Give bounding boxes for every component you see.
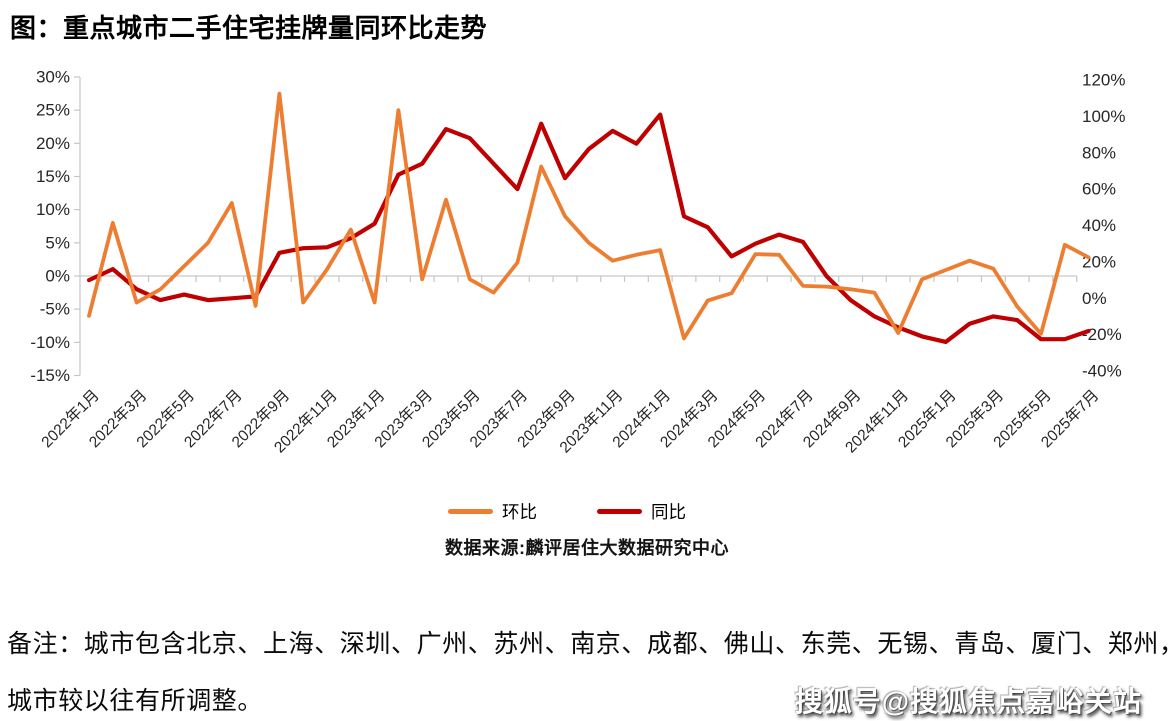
left-axis-label: -5% xyxy=(40,300,70,319)
right-axis-label: 40% xyxy=(1082,216,1116,235)
trend-line-chart: 30% 25% 20% 15% 10% 5% 0% -5% -10% -15% 120% 100% 80… xyxy=(30,68,1125,457)
left-axis-label: 20% xyxy=(36,134,70,153)
mom-series-line xyxy=(87,91,1091,341)
right-axis-label: 80% xyxy=(1082,143,1116,162)
chart-legend: 环比 同比 xyxy=(448,499,686,523)
left-axis-label: 25% xyxy=(36,101,70,120)
right-axis-label: -20% xyxy=(1082,325,1122,344)
right-axis-label: 60% xyxy=(1082,180,1116,199)
left-axis-label: 0% xyxy=(45,267,70,286)
left-axis-label: 30% xyxy=(36,68,70,87)
right-axis-label: 20% xyxy=(1082,252,1116,271)
mom-series-swatch xyxy=(448,508,493,514)
left-axis-label: 15% xyxy=(36,167,70,186)
data-source-note: 数据来源:麟评居住大数据研究中心 xyxy=(445,538,729,558)
remark-line-2: 城市较以往有所调整。 xyxy=(7,686,264,715)
left-axis-label: 10% xyxy=(36,200,70,219)
watermark-text: 搜狐号@搜狐焦点嘉峪关站 xyxy=(794,686,1142,717)
left-axis-label: -10% xyxy=(30,333,70,352)
left-axis-label: 5% xyxy=(45,233,70,252)
right-axis-label: 0% xyxy=(1082,289,1107,308)
left-axis-label: -15% xyxy=(30,366,70,385)
yoy-series-label: 同比 xyxy=(651,501,686,522)
right-axis-label: 120% xyxy=(1082,71,1125,90)
yoy-series-swatch xyxy=(597,508,642,514)
right-axis-label: 100% xyxy=(1082,107,1125,126)
chart-title: 图：重点城市二手住宅挂牌量同环比走势 xyxy=(10,13,488,43)
mom-series-label: 环比 xyxy=(502,501,537,522)
remark-line-1: 备注：城市包含北京、上海、深圳、广州、苏州、南京、成都、佛山、东莞、无锡、青岛、… xyxy=(7,629,1174,658)
right-axis-label: -40% xyxy=(1082,362,1122,381)
